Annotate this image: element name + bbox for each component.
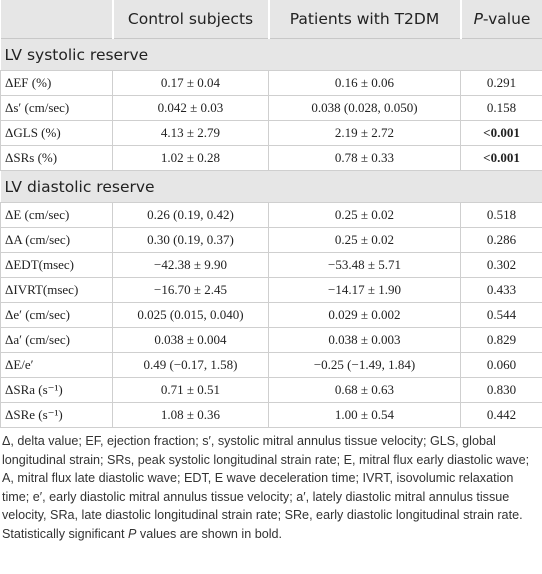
- p-value: 0.158: [460, 95, 542, 121]
- control-value: 0.042 ± 0.03: [112, 95, 269, 121]
- header-cell: Patients with T2DM: [267, 0, 461, 39]
- row-label: Δs′ (cm/sec): [0, 95, 113, 121]
- t2dm-value: 0.038 (0.028, 0.050): [268, 95, 461, 121]
- data-row: ΔSRa (s⁻¹) 0.71 ± 0.51 0.68 ± 0.63 0.830: [0, 377, 542, 403]
- p-value: <0.001: [460, 120, 542, 146]
- t2dm-value: 0.25 ± 0.02: [268, 227, 461, 253]
- header-row: Control subjects Patients with T2DM P-va…: [0, 0, 542, 39]
- t2dm-value: 2.19 ± 2.72: [268, 120, 461, 146]
- t2dm-value: 0.038 ± 0.003: [268, 327, 461, 353]
- header-text: -value: [482, 10, 531, 28]
- row-label: ΔIVRT(msec): [0, 277, 113, 303]
- section-title: LV diastolic reserve: [0, 170, 542, 203]
- t2dm-value: 0.68 ± 0.63: [268, 377, 461, 403]
- results-table: Control subjects Patients with T2DM P-va…: [0, 0, 542, 428]
- data-row: ΔSRs (%) 1.02 ± 0.28 0.78 ± 0.33 <0.001: [0, 145, 542, 171]
- header-cell: Control subjects: [111, 0, 269, 39]
- footnote-italic: P: [128, 526, 137, 541]
- p-value: 0.302: [460, 252, 542, 278]
- footnote-significance: Statistically significant P values are s…: [2, 525, 538, 544]
- t2dm-value: 0.25 ± 0.02: [268, 202, 461, 228]
- data-row: ΔEDT(msec) −42.38 ± 9.90 −53.48 ± 5.71 0.30…: [0, 252, 542, 278]
- control-value: 0.26 (0.19, 0.42): [112, 202, 269, 228]
- control-value: 0.038 ± 0.004: [112, 327, 269, 353]
- control-value: 1.02 ± 0.28: [112, 145, 269, 171]
- row-label: ΔEDT(msec): [0, 252, 113, 278]
- control-value: 0.025 (0.015, 0.040): [112, 302, 269, 328]
- row-label: ΔSRa (s⁻¹): [0, 377, 113, 403]
- data-row: ΔIVRT(msec) −16.70 ± 2.45 −14.17 ± 1.90 0.4…: [0, 277, 542, 303]
- control-value: 0.17 ± 0.04: [112, 70, 269, 96]
- data-row: ΔA (cm/sec) 0.30 (0.19, 0.37) 0.25 ± 0.02 0…: [0, 227, 542, 253]
- table-body: LV systolic reserve ΔEF (%) 0.17 ± 0.04 0.1…: [0, 38, 542, 428]
- footnote-text: values are shown in bold.: [136, 526, 283, 541]
- header-cell: [0, 0, 113, 39]
- data-row: Δs′ (cm/sec) 0.042 ± 0.03 0.038 (0.028, 0.…: [0, 95, 542, 121]
- data-row: Δe′ (cm/sec) 0.025 (0.015, 0.040) 0.029 ± …: [0, 302, 542, 328]
- header-cell: P-value: [459, 0, 542, 39]
- p-value: 0.286: [460, 227, 542, 253]
- p-value: 0.433: [460, 277, 542, 303]
- row-label: ΔE (cm/sec): [0, 202, 113, 228]
- data-row: ΔE (cm/sec) 0.26 (0.19, 0.42) 0.25 ± 0.02 0…: [0, 202, 542, 228]
- t2dm-value: 1.00 ± 0.54: [268, 402, 461, 428]
- control-value: 0.71 ± 0.51: [112, 377, 269, 403]
- control-value: −42.38 ± 9.90: [112, 252, 269, 278]
- row-label: ΔSRe (s⁻¹): [0, 402, 113, 428]
- section-row: LV diastolic reserve: [0, 170, 542, 203]
- p-value: 0.829: [460, 327, 542, 353]
- p-value: 0.291: [460, 70, 542, 96]
- t2dm-value: −14.17 ± 1.90: [268, 277, 461, 303]
- footnote: Δ, delta value; EF, ejection fraction; s…: [0, 428, 542, 544]
- t2dm-value: 0.78 ± 0.33: [268, 145, 461, 171]
- row-label: ΔGLS (%): [0, 120, 113, 146]
- p-value: 0.060: [460, 352, 542, 378]
- p-value: 0.518: [460, 202, 542, 228]
- footnote-text: Statistically significant: [2, 526, 128, 541]
- control-value: 1.08 ± 0.36: [112, 402, 269, 428]
- p-value: 0.544: [460, 302, 542, 328]
- row-label: ΔSRs (%): [0, 145, 113, 171]
- header-italic: P: [473, 10, 483, 28]
- control-value: 4.13 ± 2.79: [112, 120, 269, 146]
- t2dm-value: 0.16 ± 0.06: [268, 70, 461, 96]
- control-value: 0.49 (−0.17, 1.58): [112, 352, 269, 378]
- data-row: ΔEF (%) 0.17 ± 0.04 0.16 ± 0.06 0.291: [0, 70, 542, 96]
- section-row: LV systolic reserve: [0, 38, 542, 71]
- p-value: 0.830: [460, 377, 542, 403]
- data-row: ΔGLS (%) 4.13 ± 2.79 2.19 ± 2.72 <0.001: [0, 120, 542, 146]
- t2dm-value: −0.25 (−1.49, 1.84): [268, 352, 461, 378]
- data-row: Δa′ (cm/sec) 0.038 ± 0.004 0.038 ± 0.003 0.…: [0, 327, 542, 353]
- row-label: ΔA (cm/sec): [0, 227, 113, 253]
- row-label: ΔEF (%): [0, 70, 113, 96]
- t2dm-value: 0.029 ± 0.002: [268, 302, 461, 328]
- t2dm-value: −53.48 ± 5.71: [268, 252, 461, 278]
- data-row: ΔE/e′ 0.49 (−0.17, 1.58) −0.25 (−1.49, 1.8…: [0, 352, 542, 378]
- section-title: LV systolic reserve: [0, 38, 542, 71]
- data-row: ΔSRe (s⁻¹) 1.08 ± 0.36 1.00 ± 0.54 0.442: [0, 402, 542, 428]
- p-value: 0.442: [460, 402, 542, 428]
- row-label: ΔE/e′: [0, 352, 113, 378]
- control-value: 0.30 (0.19, 0.37): [112, 227, 269, 253]
- p-value: <0.001: [460, 145, 542, 171]
- row-label: Δe′ (cm/sec): [0, 302, 113, 328]
- control-value: −16.70 ± 2.45: [112, 277, 269, 303]
- row-label: Δa′ (cm/sec): [0, 327, 113, 353]
- footnote-abbreviations: Δ, delta value; EF, ejection fraction; s…: [2, 434, 530, 523]
